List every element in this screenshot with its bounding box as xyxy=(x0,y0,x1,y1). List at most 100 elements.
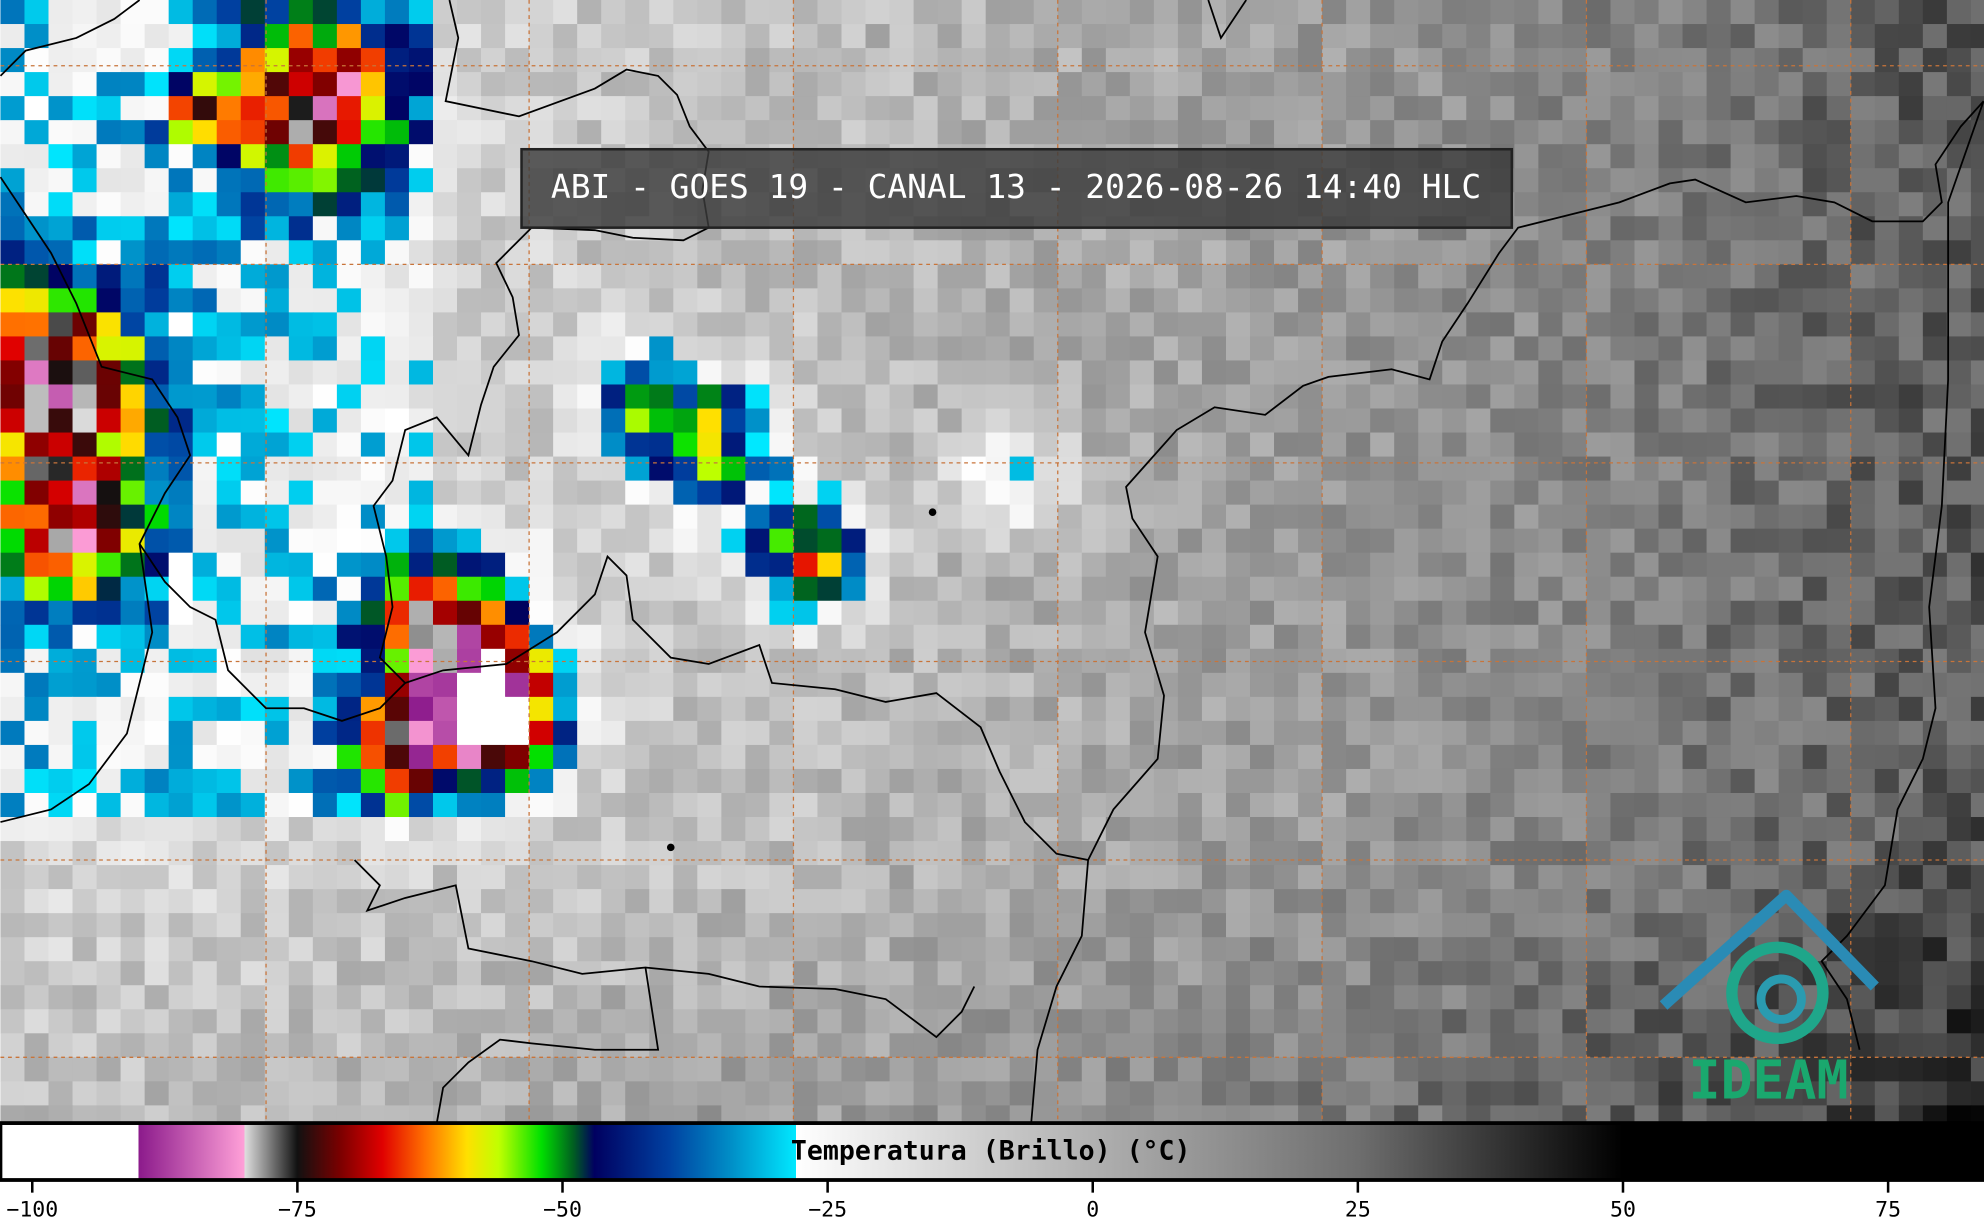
pixel xyxy=(577,672,602,698)
pixel xyxy=(1033,264,1059,289)
pixel xyxy=(1970,1033,1984,1058)
pixel xyxy=(1009,96,1035,121)
pixel xyxy=(1322,600,1347,626)
pixel xyxy=(1610,288,1636,314)
pixel xyxy=(1490,264,1515,289)
pixel xyxy=(1538,96,1564,121)
pixel xyxy=(1057,240,1083,265)
pixel xyxy=(649,24,674,49)
pixel xyxy=(529,817,554,842)
pixel xyxy=(264,624,290,650)
pixel xyxy=(240,480,266,506)
pixel xyxy=(1442,1105,1467,1124)
pixel xyxy=(1201,48,1227,73)
pixel xyxy=(24,937,50,962)
pixel xyxy=(1586,432,1612,458)
pixel xyxy=(577,913,602,938)
pixel xyxy=(1322,240,1347,265)
pixel xyxy=(1970,528,1984,554)
pixel xyxy=(649,985,674,1010)
pixel xyxy=(1201,432,1227,458)
pixel xyxy=(1225,240,1251,265)
pixel xyxy=(1874,768,1900,794)
pixel xyxy=(384,913,410,938)
pixel xyxy=(865,456,891,482)
pixel xyxy=(1418,624,1443,650)
pixel xyxy=(1658,528,1684,554)
pixel xyxy=(1105,552,1131,578)
pixel xyxy=(432,937,458,962)
pixel xyxy=(1586,384,1612,410)
pixel xyxy=(1586,1105,1612,1124)
pixel xyxy=(481,408,506,434)
pixel xyxy=(1658,792,1684,818)
pixel xyxy=(649,792,674,818)
pixel xyxy=(312,817,338,842)
pixel xyxy=(1946,264,1972,289)
pixel xyxy=(144,720,170,746)
pixel xyxy=(240,792,266,818)
pixel xyxy=(336,792,362,818)
pixel xyxy=(0,408,26,434)
pixel xyxy=(697,384,722,410)
pixel xyxy=(1658,552,1684,578)
pixel xyxy=(1201,937,1227,962)
pixel xyxy=(1418,913,1443,938)
pixel xyxy=(601,1057,626,1082)
pixel xyxy=(769,792,795,818)
pixel xyxy=(360,1081,386,1107)
pixel xyxy=(601,240,626,265)
pixel xyxy=(1778,312,1804,338)
pixel xyxy=(408,913,434,938)
pixel xyxy=(48,696,74,722)
pixel xyxy=(1586,240,1612,265)
pixel xyxy=(1081,600,1107,626)
pixel xyxy=(1946,744,1972,770)
pixel xyxy=(432,600,458,626)
pixel xyxy=(384,672,410,698)
pixel xyxy=(1033,120,1059,145)
pixel xyxy=(1730,648,1756,674)
pixel xyxy=(216,624,242,650)
pixel xyxy=(1274,865,1299,890)
pixel xyxy=(24,744,50,770)
pixel xyxy=(1298,240,1323,265)
pixel xyxy=(1922,264,1948,289)
pixel xyxy=(1129,120,1155,145)
borders xyxy=(0,0,1984,1124)
pixel xyxy=(1418,264,1443,289)
pixel xyxy=(1346,889,1371,914)
pixel xyxy=(1081,432,1107,458)
pixel xyxy=(1394,1081,1419,1107)
pixel xyxy=(817,624,843,650)
pixel xyxy=(721,312,747,338)
pixel xyxy=(1514,384,1539,410)
pixel xyxy=(721,24,747,49)
pixel xyxy=(529,264,554,289)
pixel xyxy=(457,480,482,506)
pixel xyxy=(1922,216,1948,241)
pixel xyxy=(24,672,50,698)
pixel xyxy=(1298,72,1323,97)
pixel xyxy=(1177,24,1203,49)
pixel xyxy=(360,913,386,938)
pixel xyxy=(481,792,506,818)
pixel xyxy=(384,744,410,770)
pixel xyxy=(1298,264,1323,289)
title-box: ABI - GOES 19 - CANAL 13 - 2026-08-26 14… xyxy=(520,147,1514,229)
pixel xyxy=(1466,744,1491,770)
pixel xyxy=(1898,817,1924,842)
pixel xyxy=(1826,865,1852,890)
pixel xyxy=(432,1009,458,1034)
pixel xyxy=(1850,168,1876,193)
pixel xyxy=(72,1057,98,1082)
pixel xyxy=(841,841,867,866)
pixel xyxy=(1610,144,1636,169)
pixel xyxy=(793,240,819,265)
pixel xyxy=(1394,865,1419,890)
pixel xyxy=(1922,1105,1948,1124)
pixel xyxy=(1274,336,1299,362)
pixel xyxy=(72,456,98,482)
pixel xyxy=(1658,72,1684,97)
pixel xyxy=(72,168,98,193)
